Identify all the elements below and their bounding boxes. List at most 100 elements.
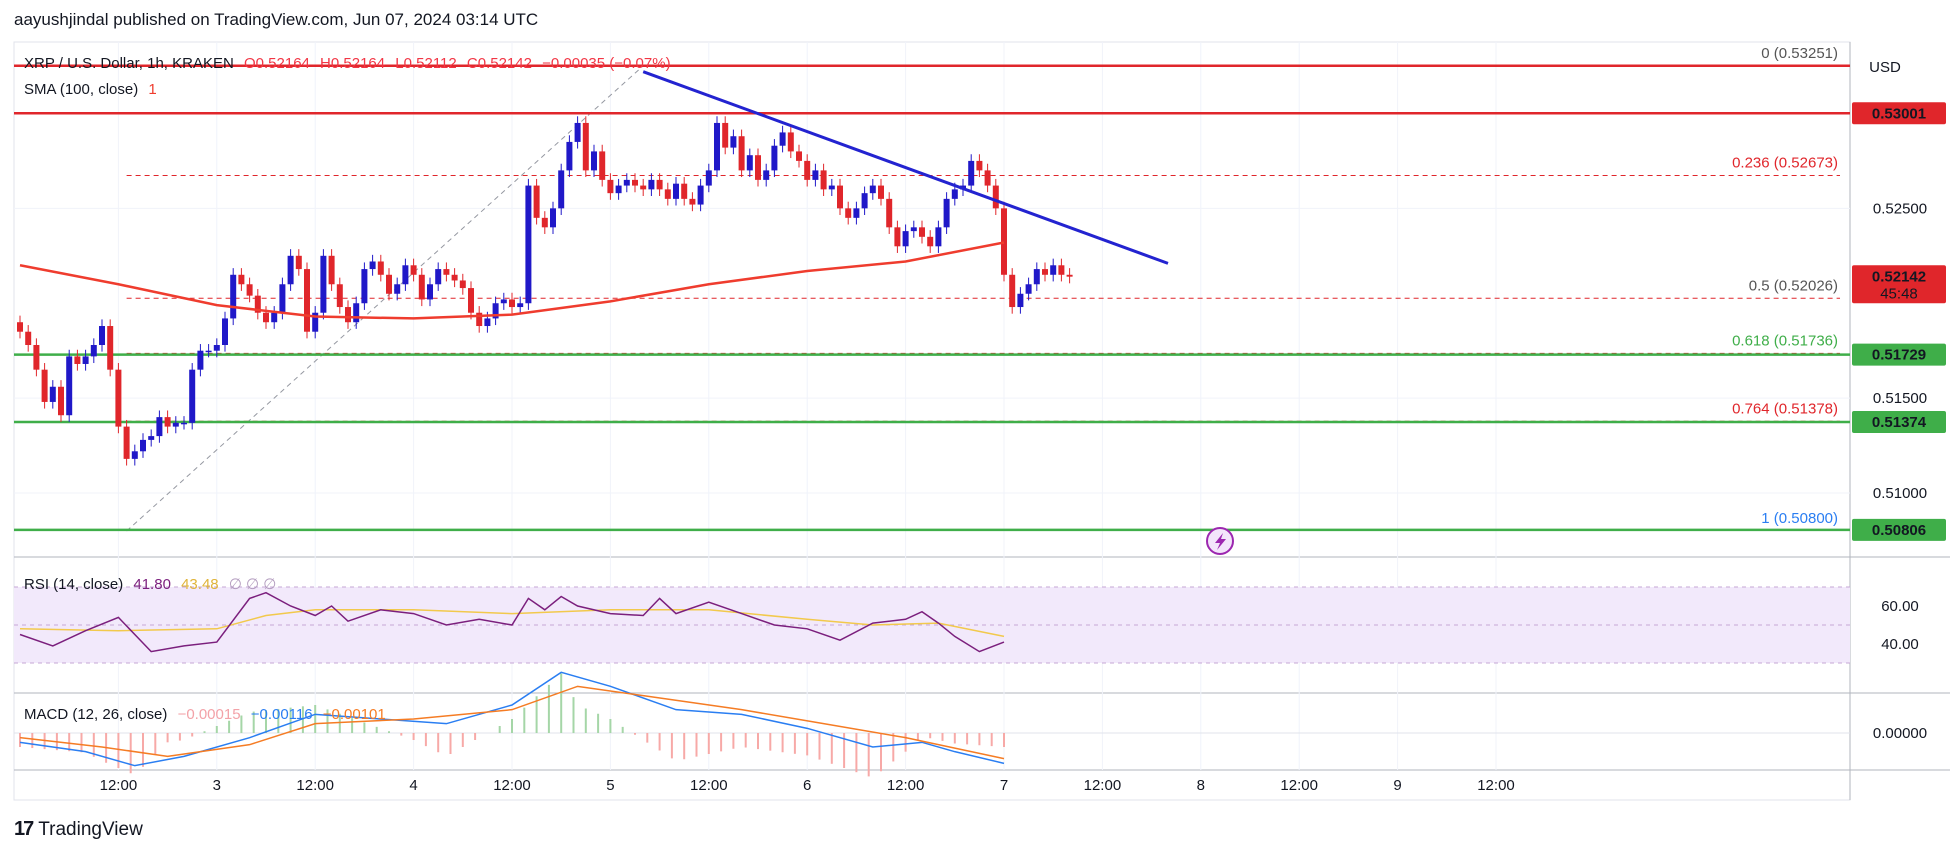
candle-body — [238, 274, 245, 285]
candle-body — [566, 141, 573, 171]
macd-line — [19, 671, 1005, 767]
candle-body — [451, 274, 458, 281]
candle-body — [705, 170, 712, 186]
candle-body — [943, 198, 950, 228]
candle-body — [287, 255, 294, 285]
price-tag-label: 0.50806 — [1872, 522, 1926, 539]
candle-body — [181, 422, 187, 425]
candle-body — [131, 451, 138, 459]
candle-body — [935, 227, 942, 247]
candle-body — [427, 284, 433, 300]
candle-body — [746, 155, 753, 171]
candle-body — [500, 299, 507, 304]
price-tag-support — [1852, 411, 1946, 434]
sma-legend[interactable]: SMA (100, close) 1 — [24, 81, 163, 98]
fib-anchor-line — [126, 65, 644, 532]
candle-body — [74, 356, 81, 364]
rsi-ma-line — [19, 609, 1005, 638]
candle-body — [984, 170, 991, 186]
candle-body — [656, 179, 663, 190]
price-tag-resistance — [1852, 102, 1946, 125]
candle-body — [58, 386, 64, 416]
macd-signal-line — [19, 685, 1005, 760]
candle-body — [517, 303, 524, 308]
candle-body — [254, 295, 261, 313]
candle-body — [738, 136, 745, 171]
candle-body — [582, 122, 589, 171]
candle-body — [894, 227, 901, 247]
rsi-extra-values: ∅ ∅ ∅ — [228, 576, 277, 593]
candle-body — [779, 132, 786, 146]
candle-body — [312, 312, 319, 332]
candle-body — [107, 326, 114, 370]
candle-body — [886, 198, 893, 228]
candle-body — [910, 227, 917, 232]
candle-body — [369, 261, 376, 270]
candle-body — [33, 345, 40, 370]
fib-level-label: 0.764 (0.51378) — [1732, 400, 1838, 417]
candle-body — [591, 151, 597, 171]
rsi-tick-label: 60.00 — [1881, 598, 1919, 615]
candle-body — [394, 284, 401, 294]
fib-level-label: 1 (0.50800) — [1761, 510, 1838, 527]
rsi-legend[interactable]: RSI (14, close) 41.80 43.48 ∅ ∅ ∅ — [24, 575, 282, 593]
candle-body — [869, 185, 876, 194]
candle-body — [66, 356, 73, 416]
time-tick-label: 9 — [1393, 777, 1401, 794]
candle-body — [361, 269, 368, 304]
candle-body — [820, 170, 827, 190]
price-tag-last — [1852, 265, 1946, 304]
candle-body — [418, 274, 425, 300]
bearish-trendline — [642, 70, 1169, 265]
candle-body — [755, 155, 761, 180]
sma-line — [19, 241, 1005, 320]
time-tick-label: 6 — [803, 777, 811, 794]
candle-body — [410, 265, 417, 275]
candle-body — [845, 208, 852, 218]
candle-body — [533, 185, 540, 218]
candle-body — [476, 312, 483, 327]
candle-body — [17, 322, 23, 332]
price-tag-support — [1852, 343, 1946, 366]
low-value: L0.52112 — [395, 55, 457, 72]
candle-body — [558, 170, 565, 209]
candle-body — [304, 269, 310, 332]
macd-legend[interactable]: MACD (12, 26, close) −0.00015 −0.00116 −… — [24, 706, 392, 723]
candle-body — [386, 274, 392, 294]
time-tick-label: 4 — [409, 777, 417, 794]
time-tick-label: 12:00 — [690, 777, 728, 794]
candle-body — [1001, 208, 1007, 275]
price-tag-label: 0.53001 — [1872, 105, 1926, 122]
time-tick-label: 12:00 — [493, 777, 531, 794]
candle-body — [951, 189, 958, 199]
candle-body — [353, 303, 360, 323]
tradingview-brand[interactable]: 17 TradingView — [14, 818, 143, 841]
candle-body — [902, 231, 909, 247]
rsi-value: 41.80 — [133, 576, 171, 593]
price-tag-support — [1852, 518, 1946, 541]
sma-value: 1 — [148, 81, 157, 98]
candle-body — [722, 122, 729, 148]
time-tick-label: 12:00 — [1477, 777, 1515, 794]
candle-body — [148, 436, 155, 440]
price-tag-countdown: 45:48 — [1880, 285, 1918, 302]
candle-body — [689, 198, 696, 205]
candle-body — [763, 170, 770, 180]
open-value: O0.52164 — [243, 55, 310, 72]
time-tick-label: 12:00 — [100, 777, 138, 794]
candle-body — [730, 136, 737, 148]
candle-body — [205, 350, 212, 353]
bolt-icon — [1215, 533, 1226, 550]
candle-body — [1050, 265, 1057, 275]
candle-body — [213, 345, 220, 351]
time-tick-label: 8 — [1197, 777, 1205, 794]
candle-body — [82, 356, 89, 364]
price-tick-label: 0.52500 — [1873, 200, 1927, 217]
rsi-ma-value: 43.48 — [181, 576, 219, 593]
candle-body — [90, 345, 97, 357]
price-tick-label: 0.51000 — [1873, 485, 1927, 502]
brand-name: TradingView — [38, 818, 143, 840]
candle-body — [615, 185, 622, 194]
candle-body — [607, 179, 614, 194]
